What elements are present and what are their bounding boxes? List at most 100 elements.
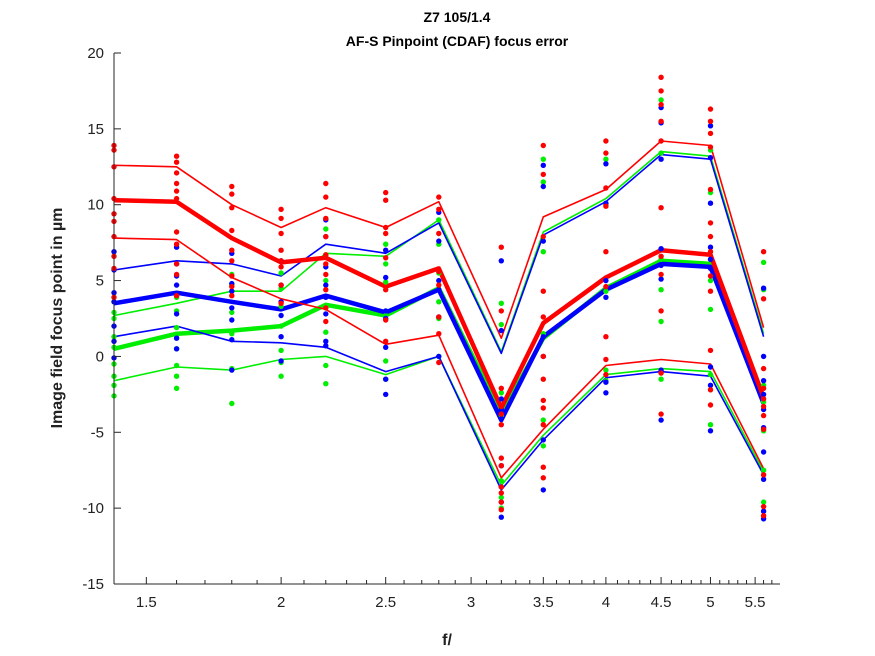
scatter-point <box>383 224 389 231</box>
scatter-point <box>383 189 389 196</box>
scatter-point <box>603 379 609 385</box>
scatter-point <box>603 334 609 340</box>
scatter-point <box>760 499 767 505</box>
scatter-point <box>658 138 664 144</box>
scatter-point <box>707 277 714 284</box>
scatter-point <box>760 353 767 360</box>
scatter-point <box>707 155 714 161</box>
scatter-point <box>540 487 546 493</box>
scatter-point <box>540 162 546 168</box>
scatter-point <box>707 371 714 378</box>
scatter-point <box>658 150 664 156</box>
scatter-point <box>173 373 180 379</box>
scatter-point <box>383 376 389 382</box>
scatter-point <box>173 159 180 165</box>
scatter-point <box>760 412 767 419</box>
scatter-point <box>278 215 284 222</box>
scatter-point <box>707 382 714 388</box>
scatter-point <box>323 277 329 284</box>
scatter-point <box>498 463 504 469</box>
scatter-point <box>323 311 329 317</box>
y-tick-label: -5 <box>91 424 104 441</box>
scatter-point <box>173 385 180 391</box>
scatter-point <box>383 317 389 323</box>
scatter-point <box>383 261 389 267</box>
scatter-point <box>603 138 609 144</box>
scatter-point <box>229 205 235 211</box>
scatter-point <box>436 314 442 320</box>
scatter-point <box>760 472 767 478</box>
scatter-point <box>278 258 284 264</box>
y-tick-label: -10 <box>82 500 104 517</box>
scatter-point <box>658 74 664 81</box>
scatter-point <box>173 293 180 299</box>
scatter-point <box>603 203 609 209</box>
scatter-point <box>603 288 609 294</box>
scatter-point <box>658 118 664 125</box>
scatter-point <box>278 282 284 288</box>
scatter-point <box>436 230 442 237</box>
scatter-point <box>323 329 329 335</box>
scatter-point <box>383 241 389 247</box>
scatter-point <box>760 396 767 402</box>
scatter-point <box>707 144 714 150</box>
scatter-point <box>540 353 546 360</box>
x-tick-label: 4 <box>602 594 610 611</box>
scatter-point <box>498 327 504 334</box>
scatter-point <box>173 311 180 317</box>
y-tick-label: 15 <box>87 121 104 138</box>
y-tick-label: 0 <box>96 348 104 365</box>
scatter-point <box>540 179 546 185</box>
scatter-point <box>323 233 329 240</box>
scatter-point <box>436 282 442 288</box>
scatter-point <box>278 323 284 329</box>
scatter-point <box>229 183 235 190</box>
scatter-point <box>707 233 714 240</box>
scatter-point <box>383 197 389 203</box>
scatter-point <box>498 499 504 505</box>
scatter-point <box>278 334 284 340</box>
x-tick-label: 5 <box>706 594 714 611</box>
y-tick-label: 10 <box>87 197 104 214</box>
x-tick-label: 5.5 <box>745 594 766 611</box>
scatter-point <box>278 373 284 379</box>
x-tick-label: 3.5 <box>533 594 554 611</box>
scatter-point <box>498 244 504 250</box>
scatter-point <box>760 285 767 291</box>
scatter-point <box>760 503 767 510</box>
x-tick-label: 2.5 <box>375 594 396 611</box>
scatter-point <box>707 265 714 272</box>
scatter-point <box>383 308 389 314</box>
chart-subtitle: AF-S Pinpoint (CDAF) focus error <box>346 33 569 49</box>
scatter-point <box>383 255 389 261</box>
chart-title: Z7 105/1.4 <box>424 9 491 25</box>
scatter-point <box>540 437 546 443</box>
scatter-point <box>707 200 714 206</box>
scatter-point <box>323 294 329 300</box>
scatter-point <box>760 513 767 519</box>
scatter-point <box>540 249 546 255</box>
scatter-point <box>540 233 546 240</box>
scatter-point <box>540 443 546 449</box>
scatter-point <box>383 358 389 364</box>
scatter-point <box>323 318 329 325</box>
scatter-point <box>498 490 504 496</box>
scatter-point <box>760 391 767 398</box>
scatter-point <box>498 385 504 391</box>
scatter-point <box>707 364 714 370</box>
scatter-point <box>323 215 329 222</box>
scatter-point <box>540 397 546 404</box>
scatter-point <box>173 335 180 341</box>
scatter-point <box>323 226 329 232</box>
scatter-point <box>540 142 546 149</box>
scatter-point <box>603 371 609 378</box>
scatter-point <box>436 194 442 200</box>
scatter-point <box>760 249 767 255</box>
y-tick-label: -15 <box>82 576 104 593</box>
scatter-point <box>540 417 546 423</box>
scatter-point <box>707 256 714 262</box>
scatter-layer <box>111 74 767 522</box>
scatter-point <box>603 367 609 373</box>
scatter-point <box>707 402 714 408</box>
